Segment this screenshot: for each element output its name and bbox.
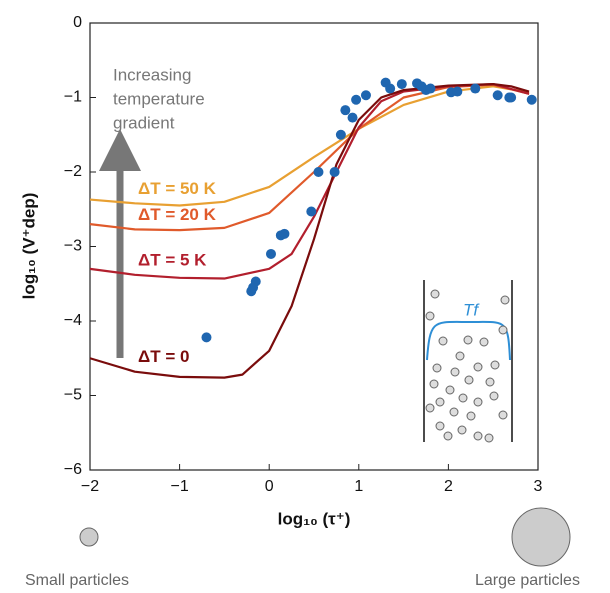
data-point xyxy=(492,90,503,101)
data-point xyxy=(396,79,407,90)
data-point xyxy=(360,90,371,101)
data-point xyxy=(250,276,261,287)
line-label: ΔT = 50 K xyxy=(138,179,217,198)
x-tick-label: 1 xyxy=(354,478,363,495)
data-point xyxy=(279,228,290,239)
y-tick-label: −6 xyxy=(64,461,82,478)
caption: Small particles xyxy=(25,572,129,589)
y-axis-label: log₁₀ (V⁺dep) xyxy=(19,193,38,300)
x-axis-label: log₁₀ (τ⁺) xyxy=(278,509,351,528)
data-point xyxy=(340,105,351,116)
x-tick-label: 2 xyxy=(444,478,453,495)
data-point xyxy=(306,206,317,217)
x-tick-label: 3 xyxy=(534,478,543,495)
caption: Large particles xyxy=(475,572,580,589)
data-point xyxy=(470,83,481,94)
data-point xyxy=(265,248,276,259)
y-tick-label: −2 xyxy=(64,163,82,180)
data-point xyxy=(335,129,346,140)
y-tick-label: −1 xyxy=(64,89,82,106)
annotation: Increasing xyxy=(113,65,191,84)
data-point xyxy=(385,83,396,94)
small-particle-icon xyxy=(79,527,99,547)
annotation: gradient xyxy=(113,113,175,132)
line-label: ΔT = 20 K xyxy=(138,205,217,224)
data-point xyxy=(452,86,463,97)
x-tick-label: 0 xyxy=(265,478,274,495)
y-tick-label: −3 xyxy=(64,238,82,255)
inset xyxy=(423,280,513,443)
data-point xyxy=(425,83,436,94)
large-particle-icon xyxy=(511,507,571,567)
inset-label: Tf xyxy=(463,300,480,319)
data-point xyxy=(506,92,517,103)
x-tick-label: −2 xyxy=(81,478,99,495)
data-point xyxy=(313,167,324,177)
y-tick-label: 0 xyxy=(73,14,82,31)
data-point xyxy=(526,94,537,105)
line-label: ΔT = 0 xyxy=(138,347,189,366)
y-tick-label: −4 xyxy=(64,312,82,329)
x-tick-label: −1 xyxy=(170,478,188,495)
line xyxy=(89,85,530,207)
data-point xyxy=(347,112,358,123)
y-tick-label: −5 xyxy=(64,387,82,404)
line xyxy=(89,82,530,379)
data-point xyxy=(351,94,362,105)
annotation: temperature xyxy=(113,89,205,108)
data-point xyxy=(329,167,340,177)
line-label: ΔT = 5 K xyxy=(138,250,207,269)
data-point xyxy=(201,332,212,343)
